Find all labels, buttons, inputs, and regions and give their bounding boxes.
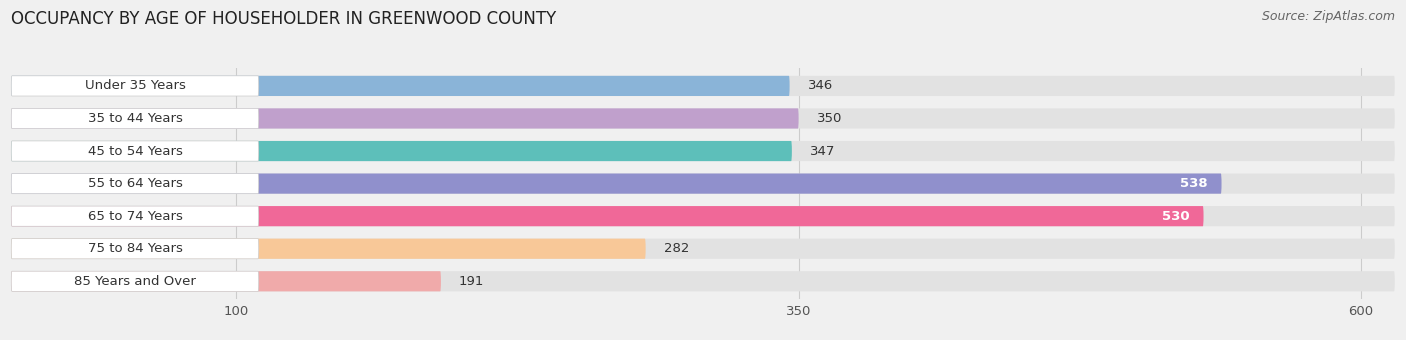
FancyBboxPatch shape	[11, 271, 1395, 291]
FancyBboxPatch shape	[11, 76, 790, 96]
FancyBboxPatch shape	[11, 173, 1222, 194]
Text: 347: 347	[810, 144, 835, 157]
Text: 45 to 54 Years: 45 to 54 Years	[87, 144, 183, 157]
FancyBboxPatch shape	[11, 239, 1395, 259]
Text: 191: 191	[458, 275, 484, 288]
FancyBboxPatch shape	[11, 239, 645, 259]
FancyBboxPatch shape	[11, 108, 259, 129]
FancyBboxPatch shape	[11, 141, 259, 161]
Text: 65 to 74 Years: 65 to 74 Years	[87, 210, 183, 223]
FancyBboxPatch shape	[11, 141, 1395, 161]
Text: OCCUPANCY BY AGE OF HOUSEHOLDER IN GREENWOOD COUNTY: OCCUPANCY BY AGE OF HOUSEHOLDER IN GREEN…	[11, 10, 557, 28]
Text: 346: 346	[807, 80, 832, 92]
Text: 530: 530	[1163, 210, 1189, 223]
FancyBboxPatch shape	[11, 206, 1395, 226]
FancyBboxPatch shape	[11, 271, 441, 291]
FancyBboxPatch shape	[11, 206, 259, 226]
Text: 75 to 84 Years: 75 to 84 Years	[87, 242, 183, 255]
Text: 282: 282	[664, 242, 689, 255]
FancyBboxPatch shape	[11, 173, 259, 194]
Text: 350: 350	[817, 112, 842, 125]
FancyBboxPatch shape	[11, 239, 259, 259]
FancyBboxPatch shape	[11, 108, 799, 129]
FancyBboxPatch shape	[11, 206, 1204, 226]
FancyBboxPatch shape	[11, 173, 1395, 194]
FancyBboxPatch shape	[11, 76, 1395, 96]
FancyBboxPatch shape	[11, 108, 1395, 129]
Text: 35 to 44 Years: 35 to 44 Years	[87, 112, 183, 125]
Text: 538: 538	[1181, 177, 1208, 190]
Text: Source: ZipAtlas.com: Source: ZipAtlas.com	[1261, 10, 1395, 23]
Text: 55 to 64 Years: 55 to 64 Years	[87, 177, 183, 190]
Text: 85 Years and Over: 85 Years and Over	[75, 275, 195, 288]
FancyBboxPatch shape	[11, 141, 792, 161]
Text: Under 35 Years: Under 35 Years	[84, 80, 186, 92]
FancyBboxPatch shape	[11, 76, 259, 96]
FancyBboxPatch shape	[11, 271, 259, 291]
